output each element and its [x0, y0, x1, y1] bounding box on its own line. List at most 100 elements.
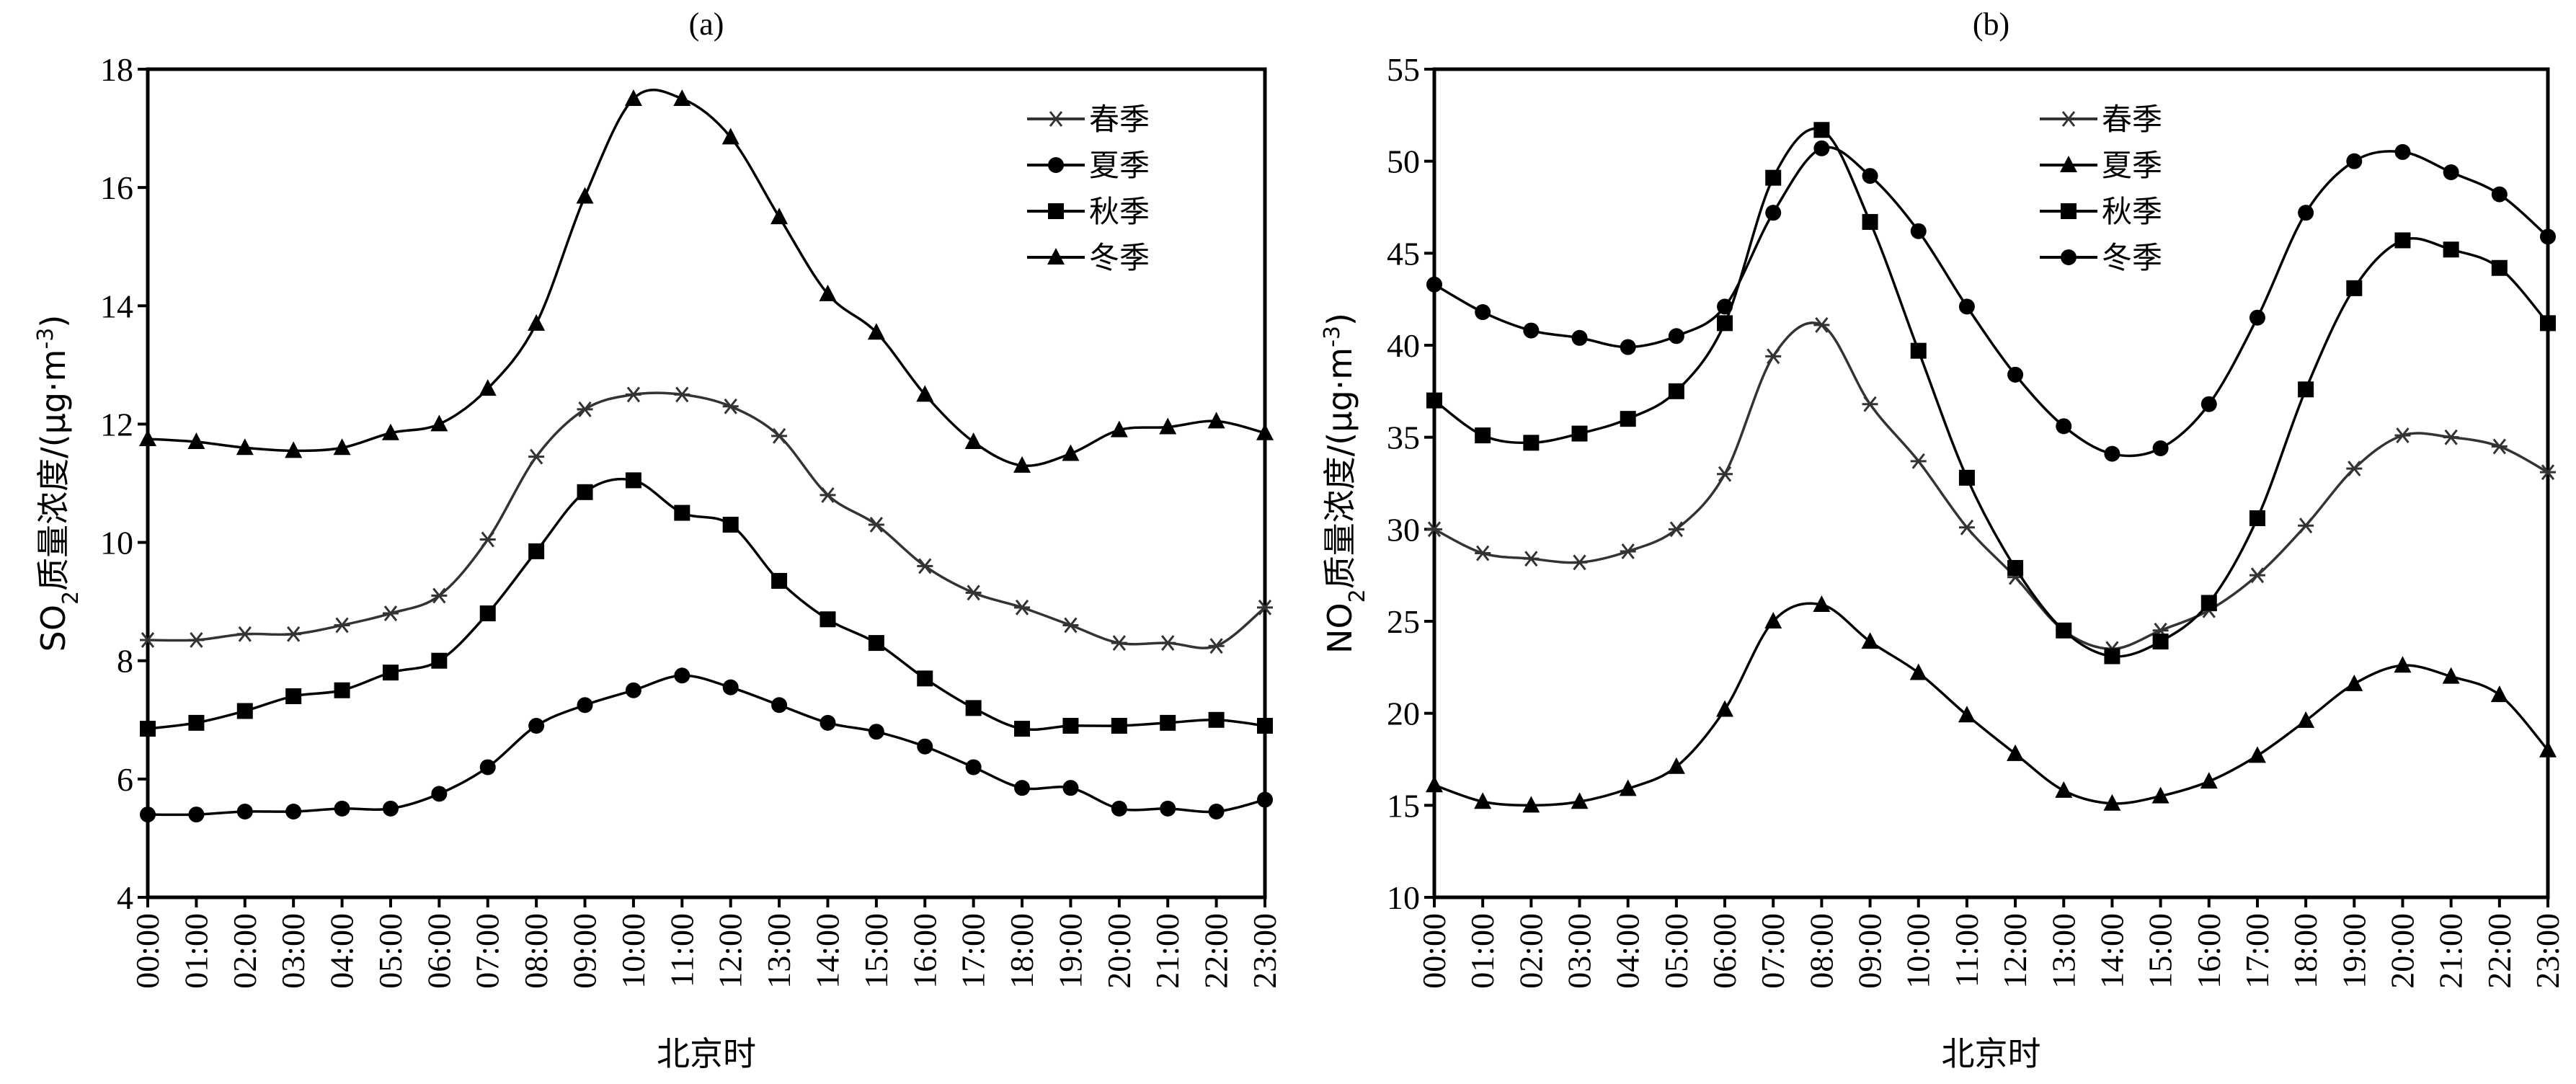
data-point-star-marker [528, 448, 545, 465]
data-point-triangle-marker [1013, 456, 1031, 473]
x-tick-label: 19:00 [1052, 913, 1088, 989]
data-point-circle-marker [1160, 800, 1176, 817]
data-point-triangle-marker [1813, 595, 1831, 613]
series-冬季 [1426, 140, 2556, 462]
x-tick-label: 08:00 [518, 913, 554, 989]
data-point-square-marker [334, 682, 350, 698]
data-point-square-marker [2007, 559, 2024, 576]
x-tick-label: 04:00 [1609, 913, 1646, 989]
data-point-circle-marker [1475, 304, 1491, 321]
x-tick-label: 02:00 [226, 913, 263, 989]
x-tick-label: 16:00 [2190, 913, 2227, 989]
data-point-square-marker [722, 516, 739, 533]
y-label-part: SO [34, 605, 73, 652]
data-point-star-marker [2298, 517, 2314, 534]
data-point-circle-marker [1813, 140, 1830, 156]
data-point-triangle-marker [624, 89, 642, 107]
data-point-star-marker [1862, 396, 1878, 412]
data-point-square-marker [1523, 435, 1540, 451]
chart-title: (a) [689, 6, 724, 42]
y-tick-label: 45 [1387, 235, 1420, 272]
data-point-circle-marker [674, 667, 690, 684]
data-point-star-marker [820, 487, 836, 503]
y-tick-label: 40 [1387, 327, 1420, 364]
data-point-star-marker [236, 626, 253, 642]
data-point-circle-marker [917, 738, 933, 755]
legend-item: 冬季 [1027, 240, 1150, 275]
data-point-circle-marker [382, 800, 399, 817]
data-point-square-marker [431, 652, 448, 669]
x-axis-label: 北京时 [1942, 1034, 2041, 1073]
data-point-star-marker [2443, 429, 2459, 445]
data-point-circle-marker [2298, 205, 2314, 221]
y-label-superscript: -3 [33, 328, 58, 350]
x-tick-label: 17:00 [955, 913, 992, 989]
data-point-circle-marker [965, 759, 982, 776]
data-point-square-marker [1571, 425, 1588, 442]
data-point-square-marker [1475, 427, 1491, 444]
data-point-triangle-marker [2200, 772, 2218, 789]
data-point-star-marker [771, 427, 788, 444]
x-tick-label: 00:00 [129, 913, 166, 989]
x-tick-label: 09:00 [1852, 913, 1888, 989]
data-point-circle-marker [1620, 339, 1636, 355]
data-point-square-marker [625, 472, 641, 489]
data-point-triangle-marker [1861, 632, 1879, 649]
legend-item: 春季 [2040, 102, 2162, 137]
data-point-circle-marker [2249, 309, 2265, 326]
x-tick-label: 03:00 [275, 913, 311, 989]
data-point-star-marker [285, 626, 302, 642]
x-tick-label: 06:00 [420, 913, 457, 989]
data-point-star-marker [1765, 348, 1782, 365]
data-point-triangle-marker [2394, 656, 2412, 673]
y-tick-label: 10 [1387, 879, 1420, 916]
data-point-circle-marker [1765, 205, 1782, 221]
y-tick-label: 14 [100, 288, 133, 324]
y-label-part: 质量浓度/(μg·m [34, 350, 73, 591]
x-tick-label: 14:00 [2093, 913, 2130, 989]
data-point-star-marker [1620, 543, 1636, 559]
y-label-part: 质量浓度/(μg·m [1320, 347, 1359, 589]
data-point-circle-marker [820, 714, 836, 731]
x-tick-label: 07:00 [1754, 913, 1791, 989]
legend-label: 冬季 [1089, 240, 1150, 275]
data-point-star-marker [1813, 316, 1830, 333]
data-point-circle-marker [528, 717, 545, 734]
data-point-star-marker [1111, 635, 1127, 652]
x-tick-label: 23:00 [2529, 913, 2566, 989]
data-point-square-marker [2200, 595, 2217, 611]
data-point-star-marker [2491, 438, 2508, 455]
y-tick-label: 6 [117, 761, 133, 798]
data-point-star-marker [1160, 635, 1176, 652]
x-tick-label: 22:00 [1198, 913, 1235, 989]
data-point-square-marker [1111, 717, 1127, 734]
data-point-square-marker [1620, 411, 1636, 427]
data-point-square-marker [236, 703, 253, 719]
data-point-star-marker [1426, 521, 1442, 538]
x-tick-label: 09:00 [567, 913, 603, 989]
x-tick-label: 01:00 [1464, 913, 1501, 989]
data-point-star-marker [1717, 466, 1733, 482]
data-point-triangle-marker [2151, 786, 2169, 804]
series-line [1434, 321, 2549, 651]
x-tick-label: 23:00 [1246, 913, 1283, 989]
data-point-triangle-marker [187, 432, 205, 450]
data-point-star-marker [479, 531, 496, 548]
data-point-square-marker [674, 505, 690, 521]
data-point-triangle-marker [1207, 412, 1225, 429]
series-春季 [140, 386, 1273, 654]
y-tick-label: 20 [1387, 696, 1420, 732]
data-point-star-marker [1257, 599, 1273, 616]
data-point-square-marker [479, 605, 496, 622]
data-point-star-marker [431, 587, 448, 604]
data-point-star-marker [188, 632, 205, 648]
x-tick-label: 01:00 [177, 913, 214, 989]
data-point-triangle-marker [1062, 444, 1080, 461]
plot-frame [146, 67, 1267, 899]
legend-item: 春季 [1027, 102, 1150, 137]
x-tick-label: 20:00 [1101, 913, 1137, 989]
y-label-part: NO [1320, 603, 1359, 654]
y-tick-label: 50 [1387, 143, 1420, 180]
data-point-square-marker [577, 484, 593, 500]
x-tick-label: 11:00 [663, 913, 700, 987]
